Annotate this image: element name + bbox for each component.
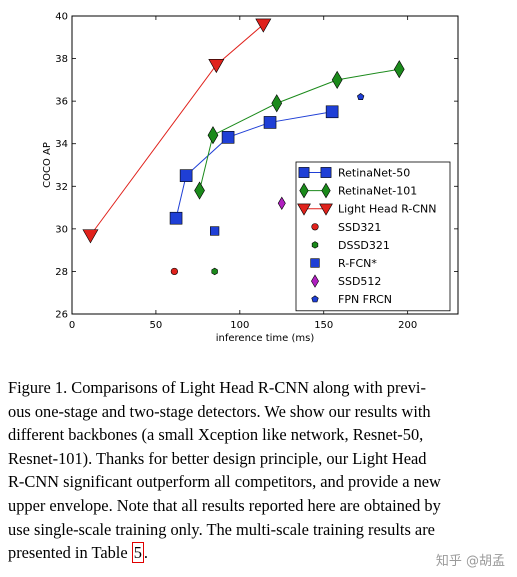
caption-line: different backbones (a small Xception li… bbox=[8, 425, 424, 445]
legend-label: SSD321 bbox=[338, 221, 381, 234]
legend-marker bbox=[311, 241, 319, 249]
legend-marker bbox=[298, 167, 310, 178]
legend-marker bbox=[310, 258, 320, 268]
caption-body: Figure 1. Comparisons of Light Head R-CN… bbox=[8, 376, 508, 541]
plot-frame bbox=[71, 15, 459, 315]
legend-marker bbox=[297, 203, 311, 216]
data-point bbox=[325, 105, 339, 119]
x-tick-label: 50 bbox=[150, 320, 163, 331]
legend-entry: DSSD321 bbox=[311, 239, 390, 252]
caption-line: Resnet-101). Thanks for better design pr… bbox=[8, 448, 427, 468]
legend-marker bbox=[299, 182, 309, 199]
data-point bbox=[170, 267, 178, 276]
data-point bbox=[271, 94, 283, 113]
legend-marker bbox=[321, 182, 331, 199]
legend-entry: R-FCN* bbox=[310, 257, 377, 270]
caption-line: Figure 1. Comparisons of Light Head R-CN… bbox=[8, 378, 426, 397]
data-point bbox=[357, 93, 365, 100]
data-point bbox=[255, 18, 272, 33]
chart: 0 50 100 150 200 26 28 30 32 34 36 38 40 inference t… bbox=[42, 12, 459, 344]
data-point bbox=[169, 211, 183, 225]
legend: RetinaNet-50 RetinaNet-101 Light Head R-CN… bbox=[295, 161, 451, 312]
data-point bbox=[211, 267, 218, 276]
legend-marker bbox=[311, 274, 319, 288]
x-tick-label: 0 bbox=[69, 320, 75, 331]
y-axis-label: COCO AP bbox=[42, 142, 53, 188]
legend-marker bbox=[311, 295, 319, 303]
data-point bbox=[221, 131, 235, 144]
x-axis-label: inference time (ms) bbox=[216, 333, 315, 344]
legend-box bbox=[295, 161, 451, 312]
series-ssd321 bbox=[170, 267, 178, 276]
legend-label: Light Head R-CNN bbox=[338, 203, 437, 216]
y-tick-label: 40 bbox=[55, 12, 68, 23]
legend-entry: SSD512 bbox=[311, 274, 381, 288]
data-point bbox=[82, 229, 99, 244]
legend-entry: RetinaNet-101 bbox=[299, 182, 417, 199]
legend-label: FPN FRCN bbox=[338, 293, 392, 306]
legend-label: DSSD321 bbox=[338, 239, 390, 252]
caption-line: use single-scale training only. The mult… bbox=[8, 519, 435, 539]
figure-caption: Figure 1. Comparisons of Light Head R-CN… bbox=[8, 376, 508, 565]
data-point bbox=[179, 169, 193, 182]
legend-entry: FPN FRCN bbox=[311, 293, 392, 306]
caption-last-line: presented in Table 5. bbox=[8, 541, 508, 565]
y-tick-label: 26 bbox=[55, 310, 68, 321]
data-point bbox=[208, 59, 225, 74]
caption-last-suffix: . bbox=[143, 543, 149, 563]
y-tick-label: 30 bbox=[55, 224, 68, 235]
series-ssd512 bbox=[277, 196, 286, 211]
legend-label: R-FCN* bbox=[338, 257, 377, 270]
y-tick-label: 32 bbox=[55, 182, 68, 193]
legend-marker bbox=[319, 203, 333, 216]
caption-line: upper envelope. Note that all results re… bbox=[8, 495, 441, 515]
data-point bbox=[263, 116, 277, 129]
caption-last-prefix: presented in Table bbox=[8, 543, 132, 563]
chart-series bbox=[82, 18, 405, 276]
table-reference-link[interactable]: 5 bbox=[131, 542, 144, 564]
data-point bbox=[194, 181, 205, 200]
y-tick-label: 34 bbox=[55, 139, 68, 150]
x-tick-label: 200 bbox=[398, 320, 417, 331]
y-tick-label: 36 bbox=[55, 97, 68, 108]
y-tick-label: 28 bbox=[55, 267, 68, 278]
y-tick-label: 38 bbox=[55, 54, 68, 65]
legend-entry: Light Head R-CNN bbox=[297, 203, 437, 216]
series-retinanet-101 bbox=[194, 60, 405, 200]
series-dssd321 bbox=[211, 267, 218, 276]
legend-entry: SSD321 bbox=[311, 221, 381, 234]
legend-label: RetinaNet-50 bbox=[338, 167, 410, 180]
data-point bbox=[393, 60, 405, 79]
data-point bbox=[207, 126, 219, 145]
legend-entry: RetinaNet-50 bbox=[298, 167, 410, 180]
caption-line: R-CNN significant outperform all competi… bbox=[8, 472, 441, 492]
legend-label: SSD512 bbox=[338, 275, 381, 288]
x-tick-label: 100 bbox=[230, 320, 249, 331]
series-fpn-frcn bbox=[357, 93, 365, 100]
data-point bbox=[331, 70, 343, 89]
series-retinanet-50 bbox=[169, 105, 339, 225]
data-point bbox=[210, 226, 220, 236]
legend-label: RetinaNet-101 bbox=[338, 185, 417, 198]
series-light-head-r-cnn bbox=[82, 18, 272, 244]
legend-marker bbox=[320, 167, 332, 178]
series-line bbox=[90, 24, 264, 236]
data-point bbox=[277, 196, 286, 211]
watermark: 知乎 @胡孟 bbox=[435, 554, 505, 569]
legend-marker bbox=[311, 223, 319, 231]
caption-line: ous one-stage and two-stage detectors. W… bbox=[8, 401, 431, 421]
x-tick-label: 150 bbox=[314, 320, 333, 331]
series-r-fcn bbox=[210, 226, 220, 236]
